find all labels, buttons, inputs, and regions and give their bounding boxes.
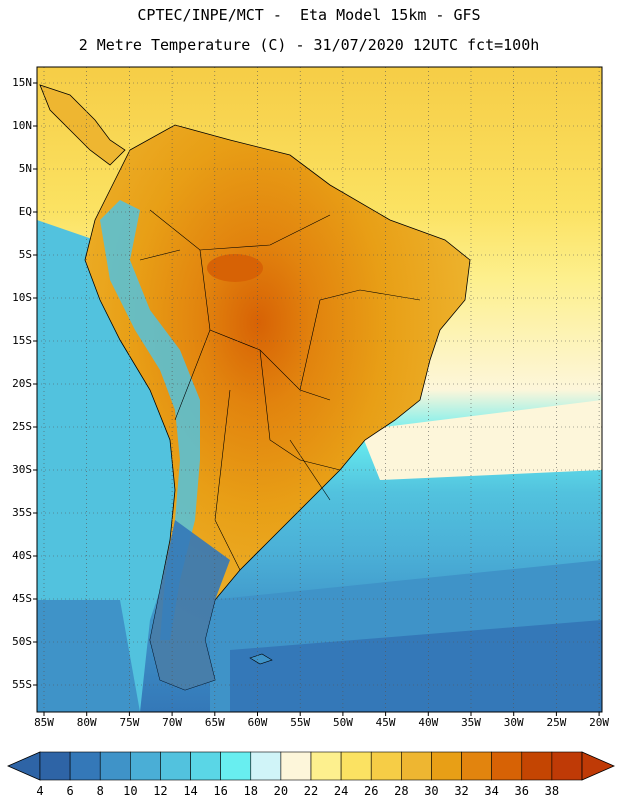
lon-tick-label: 25W bbox=[546, 716, 567, 729]
colorbar-label: 32 bbox=[454, 784, 469, 798]
amazon-hot-core bbox=[207, 254, 263, 282]
lat-tick-label: 5S bbox=[18, 248, 32, 261]
lat-tick-label: 20S bbox=[12, 377, 32, 390]
colorbar-label: 4 bbox=[36, 784, 44, 798]
colorbar-cell bbox=[130, 751, 161, 781]
lat-tick-label: 30S bbox=[12, 463, 32, 476]
colorbar-cell bbox=[491, 751, 523, 781]
colorbar-cell bbox=[340, 751, 372, 781]
south-atlantic-colder-field bbox=[230, 620, 602, 712]
colorbar-label: 14 bbox=[183, 784, 198, 798]
lon-tick-label: 85W bbox=[34, 716, 54, 729]
atlantic-warm-band bbox=[360, 400, 602, 480]
map-ticks bbox=[33, 82, 600, 716]
colorbar-cell bbox=[99, 751, 131, 781]
lon-tick-label: 80W bbox=[76, 716, 97, 729]
colorbar-cell bbox=[401, 751, 432, 781]
lat-tick-label: 55S bbox=[12, 678, 32, 691]
lon-tick-label: 40W bbox=[418, 716, 439, 729]
colorbar-label: 24 bbox=[333, 784, 349, 798]
lon-tick-label: 60W bbox=[247, 716, 268, 729]
lon-tick-label: 30W bbox=[503, 716, 524, 729]
colorbar bbox=[7, 751, 615, 781]
colorbar-cell bbox=[69, 751, 101, 781]
colorbar-label: 8 bbox=[96, 784, 104, 798]
colorbar-label: 18 bbox=[243, 784, 258, 798]
colorbar-label: 28 bbox=[394, 784, 409, 798]
lon-tick-label: 75W bbox=[119, 716, 140, 729]
lat-tick-label: 50S bbox=[12, 635, 32, 648]
colorbar-label: 38 bbox=[544, 784, 560, 798]
central-america-land bbox=[39, 84, 126, 166]
lat-tick-label: 40S bbox=[12, 549, 32, 562]
lat-tick-label: 35S bbox=[12, 506, 32, 519]
lat-tick-label: 5N bbox=[18, 162, 32, 175]
colorbar-cell bbox=[521, 751, 553, 781]
lon-tick-label: 70W bbox=[162, 716, 183, 729]
lat-tick-label: 15S bbox=[12, 334, 32, 347]
colorbar-cell bbox=[310, 751, 342, 781]
colorbar-cell bbox=[190, 751, 221, 781]
colorbar-left-arrow bbox=[7, 751, 41, 781]
map-field bbox=[37, 67, 602, 712]
colorbar-right-arrow bbox=[581, 751, 615, 781]
colorbar-label: 6 bbox=[66, 784, 74, 798]
chart-title-line2: 2 Metre Temperature (C) - 31/07/2020 12U… bbox=[78, 36, 540, 54]
chart-title-line1: CPTEC/INPE/MCT - Eta Model 15km - GFS bbox=[137, 6, 481, 24]
lon-tick-label: 35W bbox=[461, 716, 481, 729]
lon-tick-label: 20W bbox=[589, 716, 610, 729]
lat-tick-label: 10N bbox=[12, 119, 32, 132]
colorbar-label: 22 bbox=[303, 784, 319, 798]
colorbar-cell bbox=[551, 751, 583, 781]
colorbar-cell bbox=[160, 751, 191, 781]
south-pacific-cold-field bbox=[37, 600, 140, 712]
colorbar-cell bbox=[461, 751, 492, 781]
lat-tick-label: 45S bbox=[12, 592, 32, 605]
map-frame bbox=[36, 66, 603, 713]
patagonia-cold-field bbox=[150, 520, 230, 690]
colorbar-label: 16 bbox=[213, 784, 228, 798]
colorbar-cell bbox=[431, 751, 462, 781]
country-borders bbox=[139, 209, 421, 571]
colorbar-label: 10 bbox=[123, 784, 138, 798]
colorbar-label: 12 bbox=[153, 784, 168, 798]
colorbar-label: 34 bbox=[484, 784, 499, 798]
colorbar-label: 30 bbox=[424, 784, 439, 798]
lat-tick-label: EQ bbox=[18, 205, 32, 218]
lat-tick-label: 15N bbox=[12, 76, 32, 89]
pacific-cool-field bbox=[37, 220, 180, 712]
colorbar-cell bbox=[39, 751, 71, 781]
lat-tick-label: 10S bbox=[12, 291, 32, 304]
lon-tick-label: 55W bbox=[290, 716, 311, 729]
falkland-islands bbox=[249, 653, 273, 665]
colorbar-label: 36 bbox=[514, 784, 529, 798]
colorbar-cell bbox=[370, 751, 402, 781]
lon-tick-label: 65W bbox=[204, 716, 225, 729]
lon-tick-label: 45W bbox=[375, 716, 396, 729]
lon-tick-label: 50W bbox=[332, 716, 353, 729]
colorbar-label: 20 bbox=[273, 784, 289, 798]
colorbar-label: 26 bbox=[363, 784, 379, 798]
lat-tick-label: 25S bbox=[12, 420, 32, 433]
colorbar-cell bbox=[250, 751, 282, 781]
colorbar-cell bbox=[220, 751, 252, 781]
colorbar-cell bbox=[280, 751, 312, 781]
